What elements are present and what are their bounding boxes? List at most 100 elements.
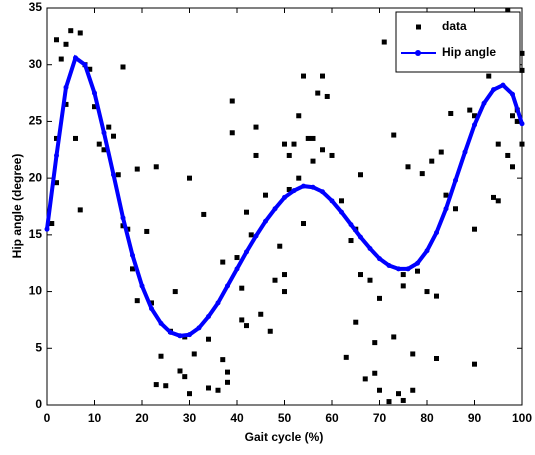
line-marker [54, 152, 59, 158]
data-point [486, 73, 492, 79]
data-point [400, 283, 406, 289]
data-point [272, 277, 278, 283]
data-point [438, 149, 444, 155]
data-point [443, 192, 449, 198]
data-point [372, 340, 378, 346]
data-point [505, 7, 511, 13]
legend-label: Hip angle [442, 45, 496, 59]
line-marker [472, 122, 477, 128]
line-marker [73, 55, 78, 61]
data-point [182, 374, 188, 380]
line-marker [386, 262, 392, 268]
data-point [63, 41, 69, 47]
line-marker [196, 325, 202, 331]
data-point [434, 293, 439, 299]
data-point [472, 113, 477, 119]
line-marker [519, 121, 525, 127]
data-point [282, 272, 287, 278]
line-marker [348, 222, 354, 228]
data-point [49, 221, 55, 227]
line-marker [367, 245, 373, 251]
data-point [410, 351, 416, 357]
line-marker [101, 130, 107, 136]
legend-swatch [416, 24, 421, 30]
data-point [434, 355, 439, 361]
data-point [419, 171, 425, 177]
line-marker [310, 184, 316, 190]
line-marker [481, 100, 487, 106]
data-point [381, 39, 387, 45]
line-marker [405, 266, 411, 272]
line-marker [301, 183, 306, 189]
data-point [391, 132, 397, 138]
data-point [310, 135, 316, 141]
y-tick-label: 35 [29, 0, 43, 14]
data-point [77, 30, 83, 36]
data-point [244, 323, 249, 329]
data-point [491, 194, 496, 200]
line-marker [282, 194, 287, 200]
data-point [206, 336, 211, 342]
x-tick-label: 70 [373, 411, 387, 425]
line-marker [434, 230, 439, 236]
data-point [495, 198, 501, 204]
data-point [358, 172, 363, 178]
x-tick-label: 30 [183, 411, 197, 425]
data-point [415, 268, 420, 274]
data-point [282, 289, 287, 295]
x-tick-label: 0 [44, 411, 51, 425]
data-point [472, 226, 477, 232]
data-point [258, 311, 264, 317]
data-point [244, 209, 249, 215]
line-marker [396, 266, 401, 272]
data-point [358, 272, 363, 278]
data-point [87, 66, 93, 72]
line-marker [168, 329, 173, 335]
y-tick-label: 5 [35, 340, 42, 354]
line-marker [462, 149, 468, 155]
data-point [391, 334, 397, 340]
data-point [267, 328, 273, 334]
data-point [106, 124, 112, 130]
data-point [282, 141, 287, 147]
data-point [92, 104, 97, 110]
data-point [519, 67, 525, 73]
data-point [400, 397, 406, 403]
data-point [158, 353, 164, 359]
y-tick-label: 30 [29, 57, 43, 71]
data-point [68, 28, 74, 34]
data-point [296, 175, 302, 181]
line-marker [500, 82, 506, 88]
data-point [220, 259, 226, 265]
line-marker [272, 206, 278, 212]
data-point [286, 152, 292, 158]
data-point [429, 158, 435, 164]
data-point [519, 141, 525, 147]
data-point [405, 164, 411, 170]
data-point [495, 141, 501, 147]
data-point [153, 382, 159, 388]
line-marker [358, 234, 363, 240]
data-point [367, 277, 373, 283]
data-point [277, 243, 283, 249]
data-point [201, 211, 207, 217]
data-point [111, 133, 116, 139]
x-tick-label: 20 [135, 411, 149, 425]
data-point [63, 101, 69, 107]
data-point [149, 300, 154, 306]
data-point [296, 113, 302, 119]
data-point [225, 379, 230, 385]
data-point [77, 207, 83, 213]
data-point [73, 135, 78, 141]
data-point [505, 152, 511, 158]
data-point [134, 298, 140, 304]
line-marker [424, 248, 430, 254]
data-point [339, 198, 344, 204]
data-point [253, 124, 259, 130]
x-tick-label: 10 [88, 411, 102, 425]
x-tick-label: 40 [230, 411, 244, 425]
line-marker [215, 300, 221, 306]
line-marker [139, 283, 145, 289]
data-point [467, 107, 473, 113]
